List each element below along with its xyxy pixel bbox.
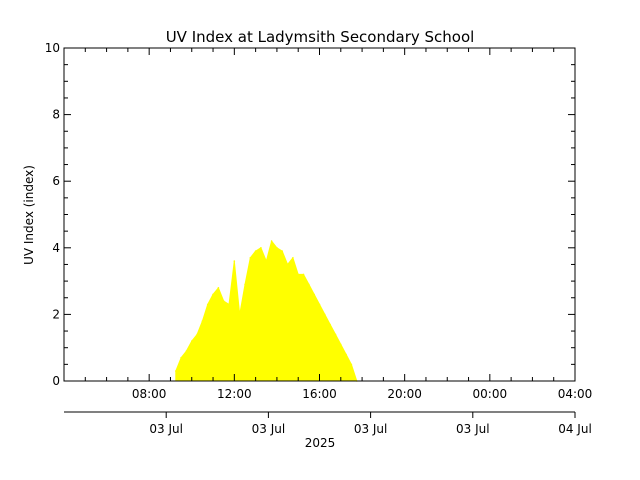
date-axis: 03 Jul 03 Jul 03 Jul 03 Jul 04 Jul [149,412,592,436]
data-point [340,343,342,346]
data-point [345,353,347,356]
data-point [334,333,337,336]
data-point [308,283,310,286]
x-tick-label: 12:00 [217,387,252,401]
x-tick-label: 16:00 [302,387,337,401]
y-tick-label: 6 [52,174,60,188]
data-point [313,293,316,296]
date-tick-label: 03 Jul [149,422,183,436]
data-point [185,350,188,352]
data-point [329,323,331,326]
data-point [238,313,241,316]
data-point [286,263,289,266]
x-tick-label: 20:00 [387,387,422,401]
chart-title: UV Index at Ladymsith Secondary School [166,28,475,46]
uv-area-layer [175,240,358,382]
data-point [201,320,204,322]
data-point [212,293,214,296]
date-tick-label: 03 Jul [354,422,388,436]
x-axis: 08:00 12:00 16:00 20:00 00:00 04:00 [84,48,593,401]
data-point [244,283,246,286]
data-point [260,247,262,249]
year-label: 2025 [305,436,336,450]
data-point [228,303,230,306]
data-point [318,303,321,306]
data-point [350,363,353,366]
y-tick-label: 10 [45,41,60,55]
data-point [175,370,177,372]
y-tick-label: 2 [52,307,60,321]
data-point [191,340,193,342]
uv-area [175,240,358,382]
y-tick-label: 8 [52,108,60,122]
data-point [222,300,225,302]
data-point [297,273,300,276]
x-tick-label: 00:00 [473,387,508,401]
data-point [276,247,278,249]
y-tick-label: 0 [52,374,60,388]
date-tick-label: 03 Jul [456,422,490,436]
data-point [249,257,252,259]
data-point [324,313,326,316]
date-tick-label: 03 Jul [252,422,286,436]
data-point [281,250,284,252]
data-point [217,287,220,289]
date-tick-label: 04 Jul [558,422,592,436]
data-point [254,250,257,252]
data-point [180,356,182,359]
data-point [270,240,273,242]
data-point [196,333,198,336]
data-point [233,260,236,262]
data-point [265,260,268,262]
y-axis-label: UV Index (index) [22,165,36,265]
x-tick-label: 08:00 [132,387,167,401]
x-tick-label: 04:00 [558,387,593,401]
data-point [302,273,305,276]
data-point [206,303,209,306]
data-point [292,257,294,259]
y-tick-label: 4 [52,241,60,255]
y-axis: 0 2 4 6 8 10 [45,41,575,388]
